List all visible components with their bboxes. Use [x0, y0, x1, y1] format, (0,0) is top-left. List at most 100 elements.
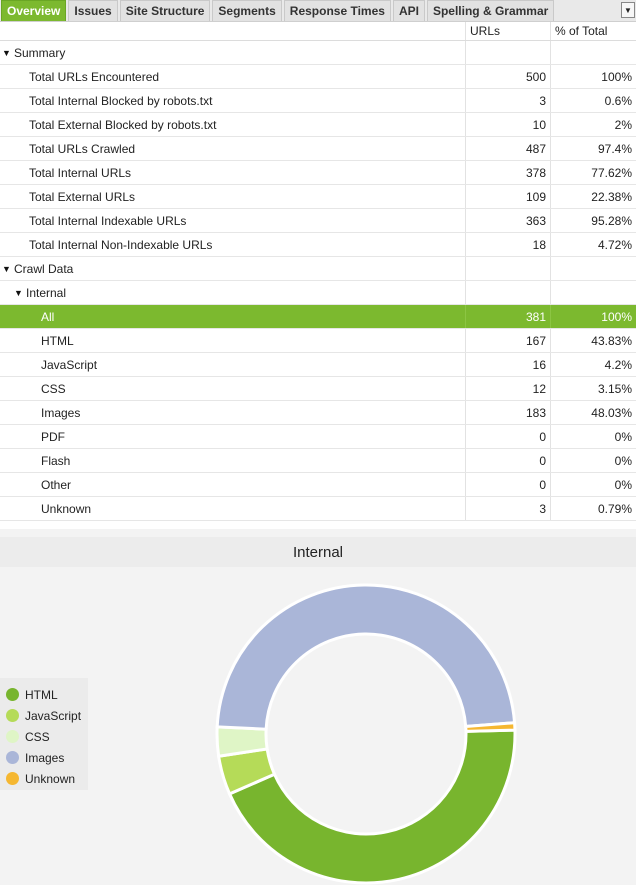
row-percent-value: 100%: [601, 309, 632, 324]
row-name-cell: ▼ Summary: [0, 41, 466, 64]
row-urls-value: 0: [466, 449, 551, 472]
legend-item[interactable]: HTML: [6, 684, 88, 705]
row-name-cell: Total External URLs: [0, 185, 466, 208]
table-row[interactable]: Images 183 48.03%: [0, 401, 636, 425]
table-row[interactable]: Total Internal Indexable URLs 363 95.28%: [0, 209, 636, 233]
row-label: Total External URLs: [29, 189, 136, 204]
legend-swatch-icon: [6, 730, 19, 743]
header-pct[interactable]: % of Total: [555, 24, 608, 38]
table-row[interactable]: JavaScript 16 4.2%: [0, 353, 636, 377]
row-urls-value: 16: [466, 353, 551, 376]
row-percent-value: 43.83%: [591, 333, 632, 348]
legend-swatch-icon: [6, 688, 19, 701]
tab-response-times[interactable]: Response Times: [283, 0, 391, 21]
row-urls-value: 3: [466, 497, 551, 520]
row-label: Total Internal Indexable URLs: [29, 213, 187, 228]
table-row[interactable]: Unknown 3 0.79%: [0, 497, 636, 521]
legend-label: HTML: [25, 687, 58, 702]
row-percent-value: 95.28%: [591, 213, 632, 228]
row-name-cell: Total Internal URLs: [0, 161, 466, 184]
row-urls-value: 487: [466, 137, 551, 160]
group-row[interactable]: ▼ Summary: [0, 41, 636, 65]
legend-item[interactable]: Unknown: [6, 768, 88, 789]
slice-images[interactable]: [215, 583, 517, 731]
row-label: All: [41, 309, 55, 324]
legend-item[interactable]: CSS: [6, 726, 88, 747]
header-urls[interactable]: URLs: [466, 22, 551, 40]
chart-panel: Internal HTML JavaScript CSS Images Unknown: [0, 529, 636, 885]
table-row[interactable]: CSS 12 3.15%: [0, 377, 636, 401]
legend-label: Images: [25, 750, 65, 765]
expand-triangle-icon[interactable]: ▼: [2, 263, 11, 274]
row-name-cell: HTML: [0, 329, 466, 352]
row-urls-value: 109: [466, 185, 551, 208]
table-row[interactable]: Total External Blocked by robots.txt 10 2%: [0, 113, 636, 137]
row-label: Total URLs Encountered: [29, 69, 160, 84]
legend-swatch-icon: [6, 709, 19, 722]
row-urls-value: 0: [466, 425, 551, 448]
legend-label: JavaScript: [25, 708, 82, 723]
row-percent-value: 4.72%: [597, 237, 632, 252]
expand-triangle-icon[interactable]: ▼: [14, 287, 23, 298]
row-percent-value: 4.2%: [604, 357, 632, 372]
tab-overview[interactable]: Overview: [1, 0, 67, 21]
tab-api[interactable]: API: [392, 0, 425, 21]
row-label: Images: [41, 405, 81, 420]
row-urls-value: 500: [466, 65, 551, 88]
row-urls-value: 167: [466, 329, 551, 352]
table-row[interactable]: HTML 167 43.83%: [0, 329, 636, 353]
row-urls-value: 381: [466, 305, 551, 328]
row-label: Total Internal URLs: [29, 165, 132, 180]
table-row[interactable]: Total URLs Crawled 487 97.4%: [0, 137, 636, 161]
legend-swatch-icon: [6, 751, 19, 764]
row-name-cell: Total Internal Indexable URLs: [0, 209, 466, 232]
tab-site-structure[interactable]: Site Structure: [119, 0, 211, 21]
tab-issues[interactable]: Issues: [68, 0, 118, 21]
table-row[interactable]: Other 0 0%: [0, 473, 636, 497]
tab-menu-chevron-down-icon[interactable]: ▼: [621, 2, 635, 18]
slice-html[interactable]: [227, 728, 517, 885]
row-urls-value: 12: [466, 377, 551, 400]
table-row[interactable]: PDF 0 0%: [0, 425, 636, 449]
row-name-cell: Total External Blocked by robots.txt: [0, 113, 466, 136]
table-row[interactable]: Total External URLs 109 22.38%: [0, 185, 636, 209]
group-row[interactable]: ▼ Crawl Data: [0, 257, 636, 281]
row-percent-value: [551, 281, 636, 304]
row-percent-value: 0%: [614, 453, 632, 468]
row-percent-value: 2%: [614, 117, 632, 132]
row-percent-value: 0.6%: [604, 93, 632, 108]
expand-triangle-icon[interactable]: ▼: [2, 47, 11, 58]
header-name[interactable]: [0, 22, 466, 40]
row-percent-value: 3.15%: [597, 381, 632, 396]
chart-title: Internal: [0, 537, 636, 567]
table-row[interactable]: Total Internal Blocked by robots.txt 3 0.6…: [0, 89, 636, 113]
row-name-cell: JavaScript: [0, 353, 466, 376]
table-row[interactable]: All 381 100%: [0, 305, 636, 329]
row-name-cell: Unknown: [0, 497, 466, 520]
tab-spelling-grammar[interactable]: Spelling & Grammar: [426, 0, 555, 21]
table-row[interactable]: Flash 0 0%: [0, 449, 636, 473]
row-urls-value: [466, 281, 551, 304]
table-row[interactable]: Total Internal URLs 378 77.62%: [0, 161, 636, 185]
row-label: Flash: [41, 453, 71, 468]
row-percent-value: 0.79%: [597, 501, 632, 516]
table-row[interactable]: Total URLs Encountered 500 100%: [0, 65, 636, 89]
legend-label: Unknown: [25, 771, 76, 786]
tab-bar: Overview Issues Site Structure Segments Resp…: [0, 0, 636, 22]
row-name-cell: Flash: [0, 449, 466, 472]
tab-segments[interactable]: Segments: [212, 0, 282, 21]
table-row[interactable]: Total Internal Non-Indexable URLs 18 4.72%: [0, 233, 636, 257]
row-name-cell: CSS: [0, 377, 466, 400]
group-row[interactable]: ▼ Internal: [0, 281, 636, 305]
row-name-cell: Images: [0, 401, 466, 424]
table-header: URLs % of Total: [0, 22, 636, 41]
row-label: Unknown: [41, 501, 92, 516]
row-percent-value: 48.03%: [591, 405, 632, 420]
row-name-cell: ▼ Internal: [0, 281, 466, 304]
slice-unknown[interactable]: [464, 721, 517, 733]
row-percent-value: [551, 41, 636, 64]
legend-item[interactable]: Images: [6, 747, 88, 768]
row-label: Internal: [26, 285, 67, 300]
legend-item[interactable]: JavaScript: [6, 705, 88, 726]
row-percent-value: 77.62%: [591, 165, 632, 180]
